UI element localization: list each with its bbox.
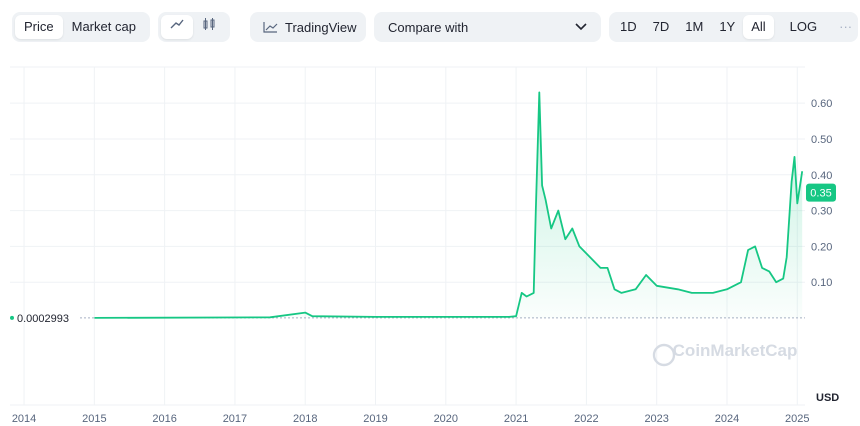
y-tick-label: 0.50 xyxy=(811,134,832,146)
x-tick-label: 2019 xyxy=(363,413,387,425)
candle-icon xyxy=(203,18,215,30)
range-button[interactable]: All xyxy=(743,15,774,39)
range-button[interactable]: 1M xyxy=(685,19,704,34)
current-price-label: 0.35 xyxy=(810,188,831,200)
x-tick-label: 2016 xyxy=(152,413,176,425)
price-area xyxy=(94,92,803,318)
compare-select[interactable]: Compare with xyxy=(374,12,601,42)
y-tick-label: 0.10 xyxy=(811,277,832,289)
candle-style-button[interactable] xyxy=(193,15,225,39)
view-toggle: Price Market cap xyxy=(12,12,150,42)
x-tick-label: 2017 xyxy=(223,413,247,425)
x-tick-label: 2020 xyxy=(434,413,458,425)
x-tick-label: 2025 xyxy=(785,413,809,425)
current-price-badge xyxy=(806,183,836,202)
range-button[interactable]: 7D xyxy=(652,19,670,34)
log-button[interactable]: LOG xyxy=(789,19,818,34)
compare-label: Compare with xyxy=(388,19,469,35)
watermark-logo xyxy=(652,343,676,367)
y-tick-label: 0.60 xyxy=(811,98,832,110)
x-tick-label: 2015 xyxy=(82,413,106,425)
range-button[interactable]: 1Y xyxy=(719,19,736,34)
y-tick-label: 0.20 xyxy=(811,241,832,253)
tv-icon xyxy=(263,22,278,33)
currency-label: USD xyxy=(816,392,839,404)
chevron xyxy=(575,23,587,31)
x-tick-label: 2024 xyxy=(715,413,739,425)
more-button[interactable]: ··· xyxy=(839,19,853,34)
x-tick-label: 2023 xyxy=(644,413,668,425)
start-price-label: 0.0002993 xyxy=(17,313,69,325)
line-style-button[interactable] xyxy=(161,15,193,39)
line-icon xyxy=(170,19,184,29)
watermark: CoinMarketCap xyxy=(673,341,798,360)
range-toggle: 1D 7D 1M 1Y All LOG ··· xyxy=(609,12,858,42)
chart-style-toggle xyxy=(158,12,230,42)
y-tick-label: 0.30 xyxy=(811,206,832,218)
view-button[interactable]: Market cap xyxy=(71,19,136,34)
price-line xyxy=(94,91,804,319)
x-tick-label: 2014 xyxy=(12,413,36,425)
view-button[interactable]: Price xyxy=(15,15,63,39)
tradingview-button[interactable]: TradingView xyxy=(250,12,366,42)
x-tick-label: 2018 xyxy=(293,413,317,425)
start-price-dot xyxy=(10,315,14,320)
toolbar: Price Market cap TradingView Compare wit… xyxy=(0,0,860,50)
y-tick-label: 0.40 xyxy=(811,170,832,182)
chart: CoinMarketCap USD 0.10 0.20 0.30 0.40 0.50 0.… xyxy=(10,66,839,425)
x-tick-label: 2021 xyxy=(504,413,528,425)
x-tick-label: 2022 xyxy=(574,413,598,425)
range-button[interactable]: 1D xyxy=(620,19,637,34)
tv-label: TradingView xyxy=(285,19,357,35)
